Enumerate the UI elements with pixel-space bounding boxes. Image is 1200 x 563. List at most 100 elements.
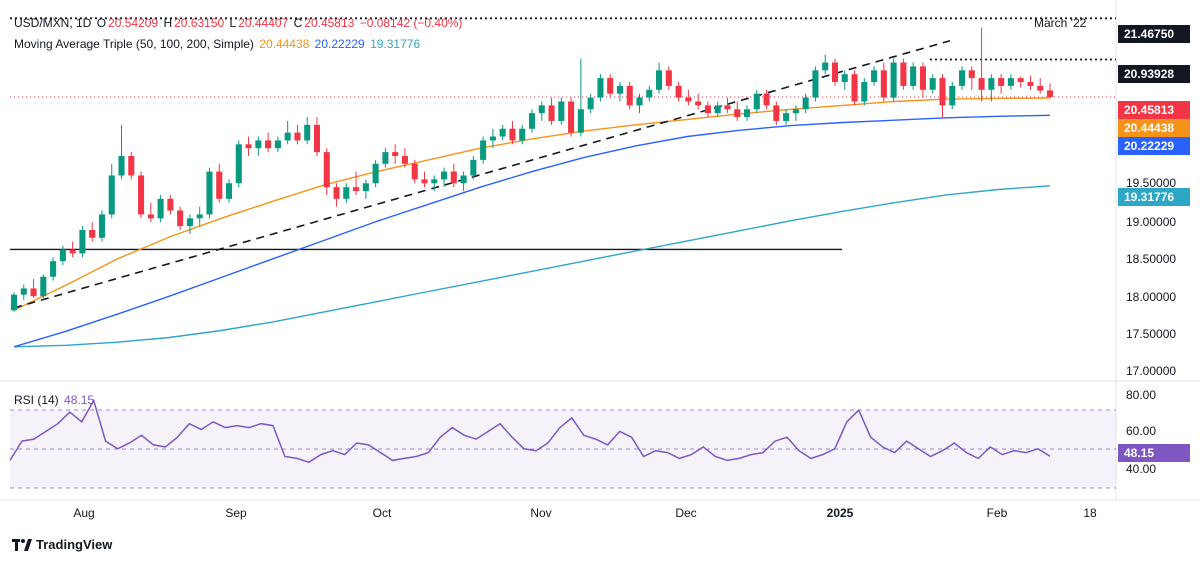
candle-body [812,70,819,98]
candle-body [59,249,66,262]
candle-body [587,97,594,110]
candle-body [792,109,799,114]
candle-body [489,136,496,141]
candle-body [538,105,545,114]
rsi-tick-40: 40.00 [1126,462,1157,476]
candle-body [89,230,96,238]
x-tick-feb: Feb [986,506,1008,520]
candle-body [646,89,653,98]
rsi-pane [9,398,1051,464]
candle-body [118,156,125,176]
rsi-legend-value: 48.15 [64,393,95,407]
candle-body [255,140,262,149]
ma100-line [13,114,1051,348]
candle-body [998,78,1005,86]
candle-body [128,156,135,176]
candle-body [450,171,457,184]
rsi-legend: RSI (14) 48.15 [14,393,96,407]
rsi-tick-80: 80.00 [1126,388,1157,402]
rsi-tag-current: 48.15 [1118,444,1190,462]
candle-body [724,105,731,110]
candle-body [607,78,614,94]
candle-body [753,93,760,110]
candle-body [79,230,86,254]
ma50-value: 20.44438 [259,37,310,51]
close-value: 20.45813 [304,16,355,30]
x-tick-nov: Nov [530,506,552,520]
high-value: 20.63150 [174,16,225,30]
ma50-line [13,97,1051,311]
candle-body [685,97,692,102]
price-tag-ma200: 19.31776 [1118,188,1190,206]
price-tag-ma100: 20.22229 [1118,137,1190,155]
candle-body [40,276,47,297]
candle-body [959,70,966,86]
candle-body [528,113,536,129]
y-tick-1750: 17.50000 [1126,327,1177,341]
candle-body [235,144,242,184]
candle-body [460,175,467,184]
candle-body [294,132,301,141]
y-tick-1900: 19.00000 [1126,215,1177,229]
candle-body [20,288,27,295]
candle-body [831,62,839,82]
candle-body [382,152,389,164]
y-tick-1800: 18.00000 [1126,290,1177,304]
candle-body [675,85,682,98]
candle-body [480,140,487,160]
candle-body [431,179,438,184]
brand-label: TradingView [36,537,113,552]
candle-body [313,124,321,153]
candle-body [353,187,360,192]
candle-body [1007,78,1014,86]
high-label: H [163,16,173,30]
tradingview-logo[interactable]: TradingView [12,537,112,552]
candle-body [626,85,633,106]
candle-body [196,214,203,219]
candle-body [802,97,809,110]
candle-body [890,62,897,98]
moving-averages [13,97,1051,348]
candle-body [714,105,721,114]
candle-body [861,82,868,102]
candle-body [597,78,604,98]
candle-body [245,144,252,149]
candle-body [509,128,516,141]
tradingview-icon [12,538,32,551]
candle-body [880,70,887,98]
candle-body [108,175,115,215]
horizontal-levels [10,17,1116,251]
ma-label[interactable]: Moving Average Triple (50, 100, 200, Sim… [14,37,254,51]
candle-body [704,105,711,114]
rsi-label[interactable]: RSI (14) [14,393,59,407]
candle-body [978,78,985,90]
candle-body [695,101,702,106]
candle-body [783,113,790,121]
candle-body [568,101,575,133]
price-tag-ma50: 20.44438 [1118,119,1190,137]
candle-body [851,74,858,102]
candle-body [871,70,878,82]
candle-body [558,101,565,121]
symbol-label[interactable]: USD/MXN, 1D [14,16,92,30]
candle-body [186,218,193,227]
candle-body [900,62,907,86]
candle-body [343,187,350,199]
candle-body [910,66,917,86]
ohlc-legend: USD/MXN, 1D O 20.54209 H 20.63150 L 20.4440… [14,16,464,30]
open-value: 20.54209 [108,16,159,30]
price-tag-current: 20.45813 [1118,101,1190,119]
march-label: March '22 [1034,16,1087,30]
candle-body [577,109,584,133]
candle-body [656,70,663,90]
ma200-value: 19.31776 [370,37,421,51]
candle-body [50,261,57,277]
candle-body [372,163,379,184]
candle-body [743,109,751,118]
x-tick-18: 18 [1083,506,1097,520]
candle-body [470,159,477,176]
candle-body [333,187,340,199]
candle-body [274,140,281,149]
candle-body [177,210,184,227]
